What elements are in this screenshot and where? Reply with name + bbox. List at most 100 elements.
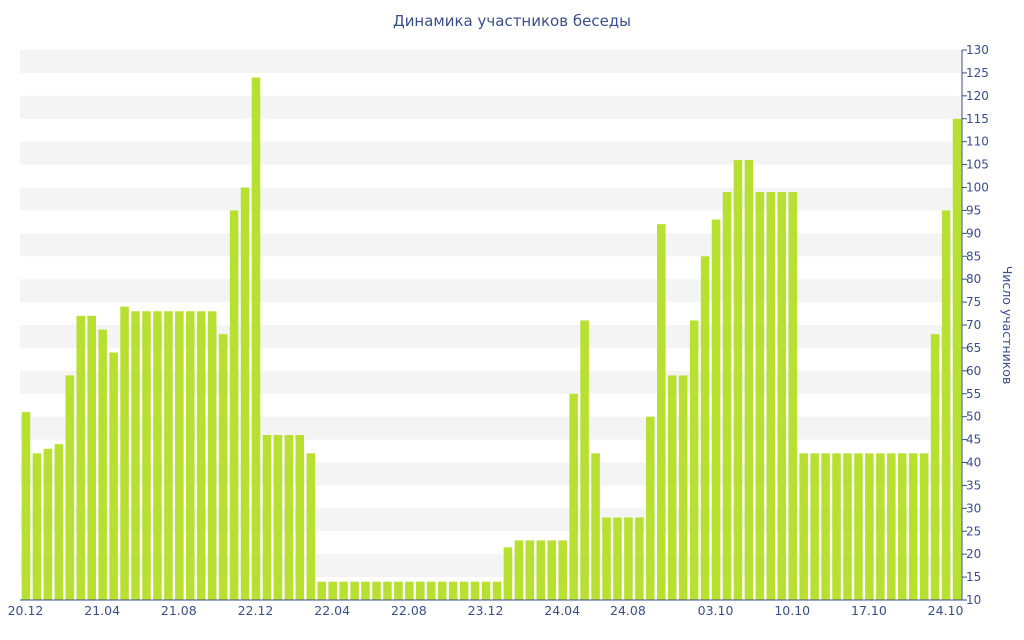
y-tick-label: 10 bbox=[966, 593, 981, 607]
x-tick-label: 20.12 bbox=[8, 603, 44, 618]
bar bbox=[547, 540, 557, 600]
y-tick-label: 65 bbox=[966, 341, 981, 355]
y-tick-label: 20 bbox=[966, 547, 981, 561]
bar bbox=[821, 453, 830, 600]
bar bbox=[503, 547, 513, 600]
bar bbox=[76, 315, 86, 600]
bar bbox=[744, 160, 754, 600]
x-tick-label: 21.08 bbox=[161, 603, 197, 618]
bar bbox=[788, 192, 797, 600]
bar bbox=[273, 435, 283, 600]
bar bbox=[317, 581, 326, 600]
x-tick-label: 22.12 bbox=[238, 603, 274, 618]
y-tick-label: 110 bbox=[966, 135, 989, 149]
bar bbox=[98, 329, 107, 600]
bar bbox=[142, 311, 151, 600]
bar bbox=[854, 453, 863, 600]
bar bbox=[952, 118, 962, 600]
y-tick-label: 125 bbox=[966, 66, 989, 80]
bar bbox=[65, 375, 75, 600]
bar bbox=[328, 581, 337, 600]
bar bbox=[689, 320, 699, 600]
bar bbox=[722, 192, 732, 600]
bar bbox=[32, 453, 42, 600]
x-tick-label: 22.04 bbox=[314, 603, 350, 618]
bar bbox=[306, 453, 316, 600]
bar bbox=[43, 448, 53, 600]
y-tick-label: 70 bbox=[966, 318, 981, 332]
bar bbox=[536, 540, 546, 600]
bar bbox=[624, 517, 633, 600]
bar bbox=[492, 581, 502, 600]
bar bbox=[361, 581, 370, 600]
x-tick-label: 24.04 bbox=[544, 603, 580, 618]
bar bbox=[284, 435, 294, 600]
y-axis: 10 15 20 25 30 35 40 45 50 55 60 65 70 75 80 85 90 95 100 1… bbox=[961, 43, 989, 607]
y-tick-label: 40 bbox=[966, 456, 981, 470]
bar bbox=[262, 435, 272, 600]
y-tick-label: 105 bbox=[966, 158, 989, 172]
bar bbox=[481, 581, 491, 600]
bar bbox=[339, 581, 348, 600]
bar bbox=[218, 334, 228, 600]
grid-band bbox=[20, 187, 962, 211]
bar bbox=[186, 311, 195, 600]
y-tick-label: 50 bbox=[966, 410, 981, 424]
bar bbox=[569, 393, 578, 600]
bar bbox=[54, 444, 64, 600]
bar bbox=[21, 412, 31, 600]
bar bbox=[657, 224, 666, 601]
bar bbox=[646, 416, 655, 600]
bar bbox=[700, 256, 710, 600]
y-tick-label: 15 bbox=[966, 570, 981, 584]
x-axis: 20.12 21.04 21.08 22.12 22.04 22.08 23.12 24.04… bbox=[8, 599, 964, 618]
bar bbox=[941, 210, 951, 601]
bar bbox=[196, 311, 206, 600]
bar bbox=[240, 187, 250, 600]
bar bbox=[470, 581, 480, 600]
bar bbox=[394, 581, 403, 600]
bar bbox=[120, 306, 129, 600]
bar bbox=[153, 311, 162, 600]
bars bbox=[21, 77, 962, 601]
bar bbox=[602, 517, 611, 600]
bar bbox=[229, 210, 239, 601]
bar bbox=[251, 77, 261, 600]
y-tick-label: 120 bbox=[966, 89, 989, 103]
bar bbox=[613, 517, 622, 600]
bar bbox=[109, 352, 118, 600]
y-tick-label: 60 bbox=[966, 364, 981, 378]
bar bbox=[919, 453, 929, 600]
bar bbox=[810, 453, 819, 600]
bar bbox=[635, 517, 644, 600]
bar bbox=[295, 435, 305, 600]
bar bbox=[591, 453, 600, 600]
bar bbox=[459, 581, 469, 600]
bar bbox=[405, 581, 414, 600]
bar bbox=[207, 311, 217, 600]
bar bbox=[164, 311, 173, 600]
bar bbox=[865, 453, 874, 600]
grid-band bbox=[20, 50, 962, 73]
y-tick-label: 45 bbox=[966, 433, 981, 447]
bar bbox=[514, 540, 524, 600]
x-tick-label: 10.10 bbox=[774, 603, 810, 618]
y-tick-label: 90 bbox=[966, 226, 981, 240]
y-tick-label: 35 bbox=[966, 478, 981, 492]
bar bbox=[908, 453, 918, 600]
y-tick-label: 55 bbox=[966, 387, 981, 401]
y-tick-label: 30 bbox=[966, 501, 981, 515]
bar bbox=[711, 219, 721, 600]
x-tick-label: 03.10 bbox=[698, 603, 734, 618]
grid-band bbox=[20, 141, 962, 165]
bar bbox=[426, 581, 436, 600]
y-axis-label: Число участников bbox=[1000, 266, 1015, 385]
bar bbox=[766, 192, 776, 600]
grid-band bbox=[20, 279, 962, 303]
x-tick-label: 24.08 bbox=[610, 603, 646, 618]
bar bbox=[175, 311, 184, 600]
y-tick-label: 25 bbox=[966, 524, 981, 538]
bar bbox=[558, 540, 567, 600]
bar bbox=[667, 375, 677, 600]
